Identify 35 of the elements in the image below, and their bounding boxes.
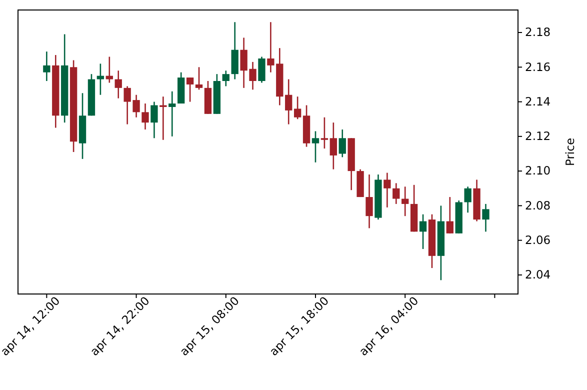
candlestick — [419, 214, 427, 250]
candlestick — [312, 130, 320, 164]
candlestick — [330, 122, 337, 170]
y-tick-label: 2.16 — [525, 60, 551, 74]
candlestick — [150, 101, 158, 139]
y-tick-label: 2.06 — [525, 232, 551, 247]
candlestick — [384, 172, 391, 208]
candlestick — [294, 96, 302, 120]
y-tick-label: 2.04 — [525, 268, 551, 282]
candlestick — [285, 78, 292, 125]
candlestick — [464, 186, 472, 214]
candlestick — [160, 96, 167, 141]
candlestick — [114, 70, 122, 99]
candlestick — [106, 56, 113, 84]
candlestick — [366, 174, 373, 229]
candlestick — [482, 203, 490, 232]
candlestick — [142, 102, 149, 130]
candlestick — [222, 70, 230, 87]
candlestick — [186, 76, 194, 102]
candlestick — [402, 186, 409, 217]
candlestick — [96, 63, 104, 96]
candlestick — [338, 128, 346, 158]
y-tick-label: 2.10 — [525, 164, 551, 178]
y-tick-label: 2.12 — [525, 129, 551, 144]
candlestick — [43, 50, 50, 82]
y-tick-label: 2.14 — [525, 94, 551, 108]
candlestick — [258, 56, 266, 84]
candlestick — [392, 182, 400, 205]
y-tick-label: 2.18 — [525, 25, 551, 40]
y-tick-label: 2.08 — [525, 198, 551, 212]
candlestick — [446, 196, 454, 234]
y-axis-title: Price — [563, 138, 577, 166]
candlestick — [320, 116, 328, 150]
candlestick — [195, 66, 203, 90]
candlestick — [168, 90, 176, 138]
